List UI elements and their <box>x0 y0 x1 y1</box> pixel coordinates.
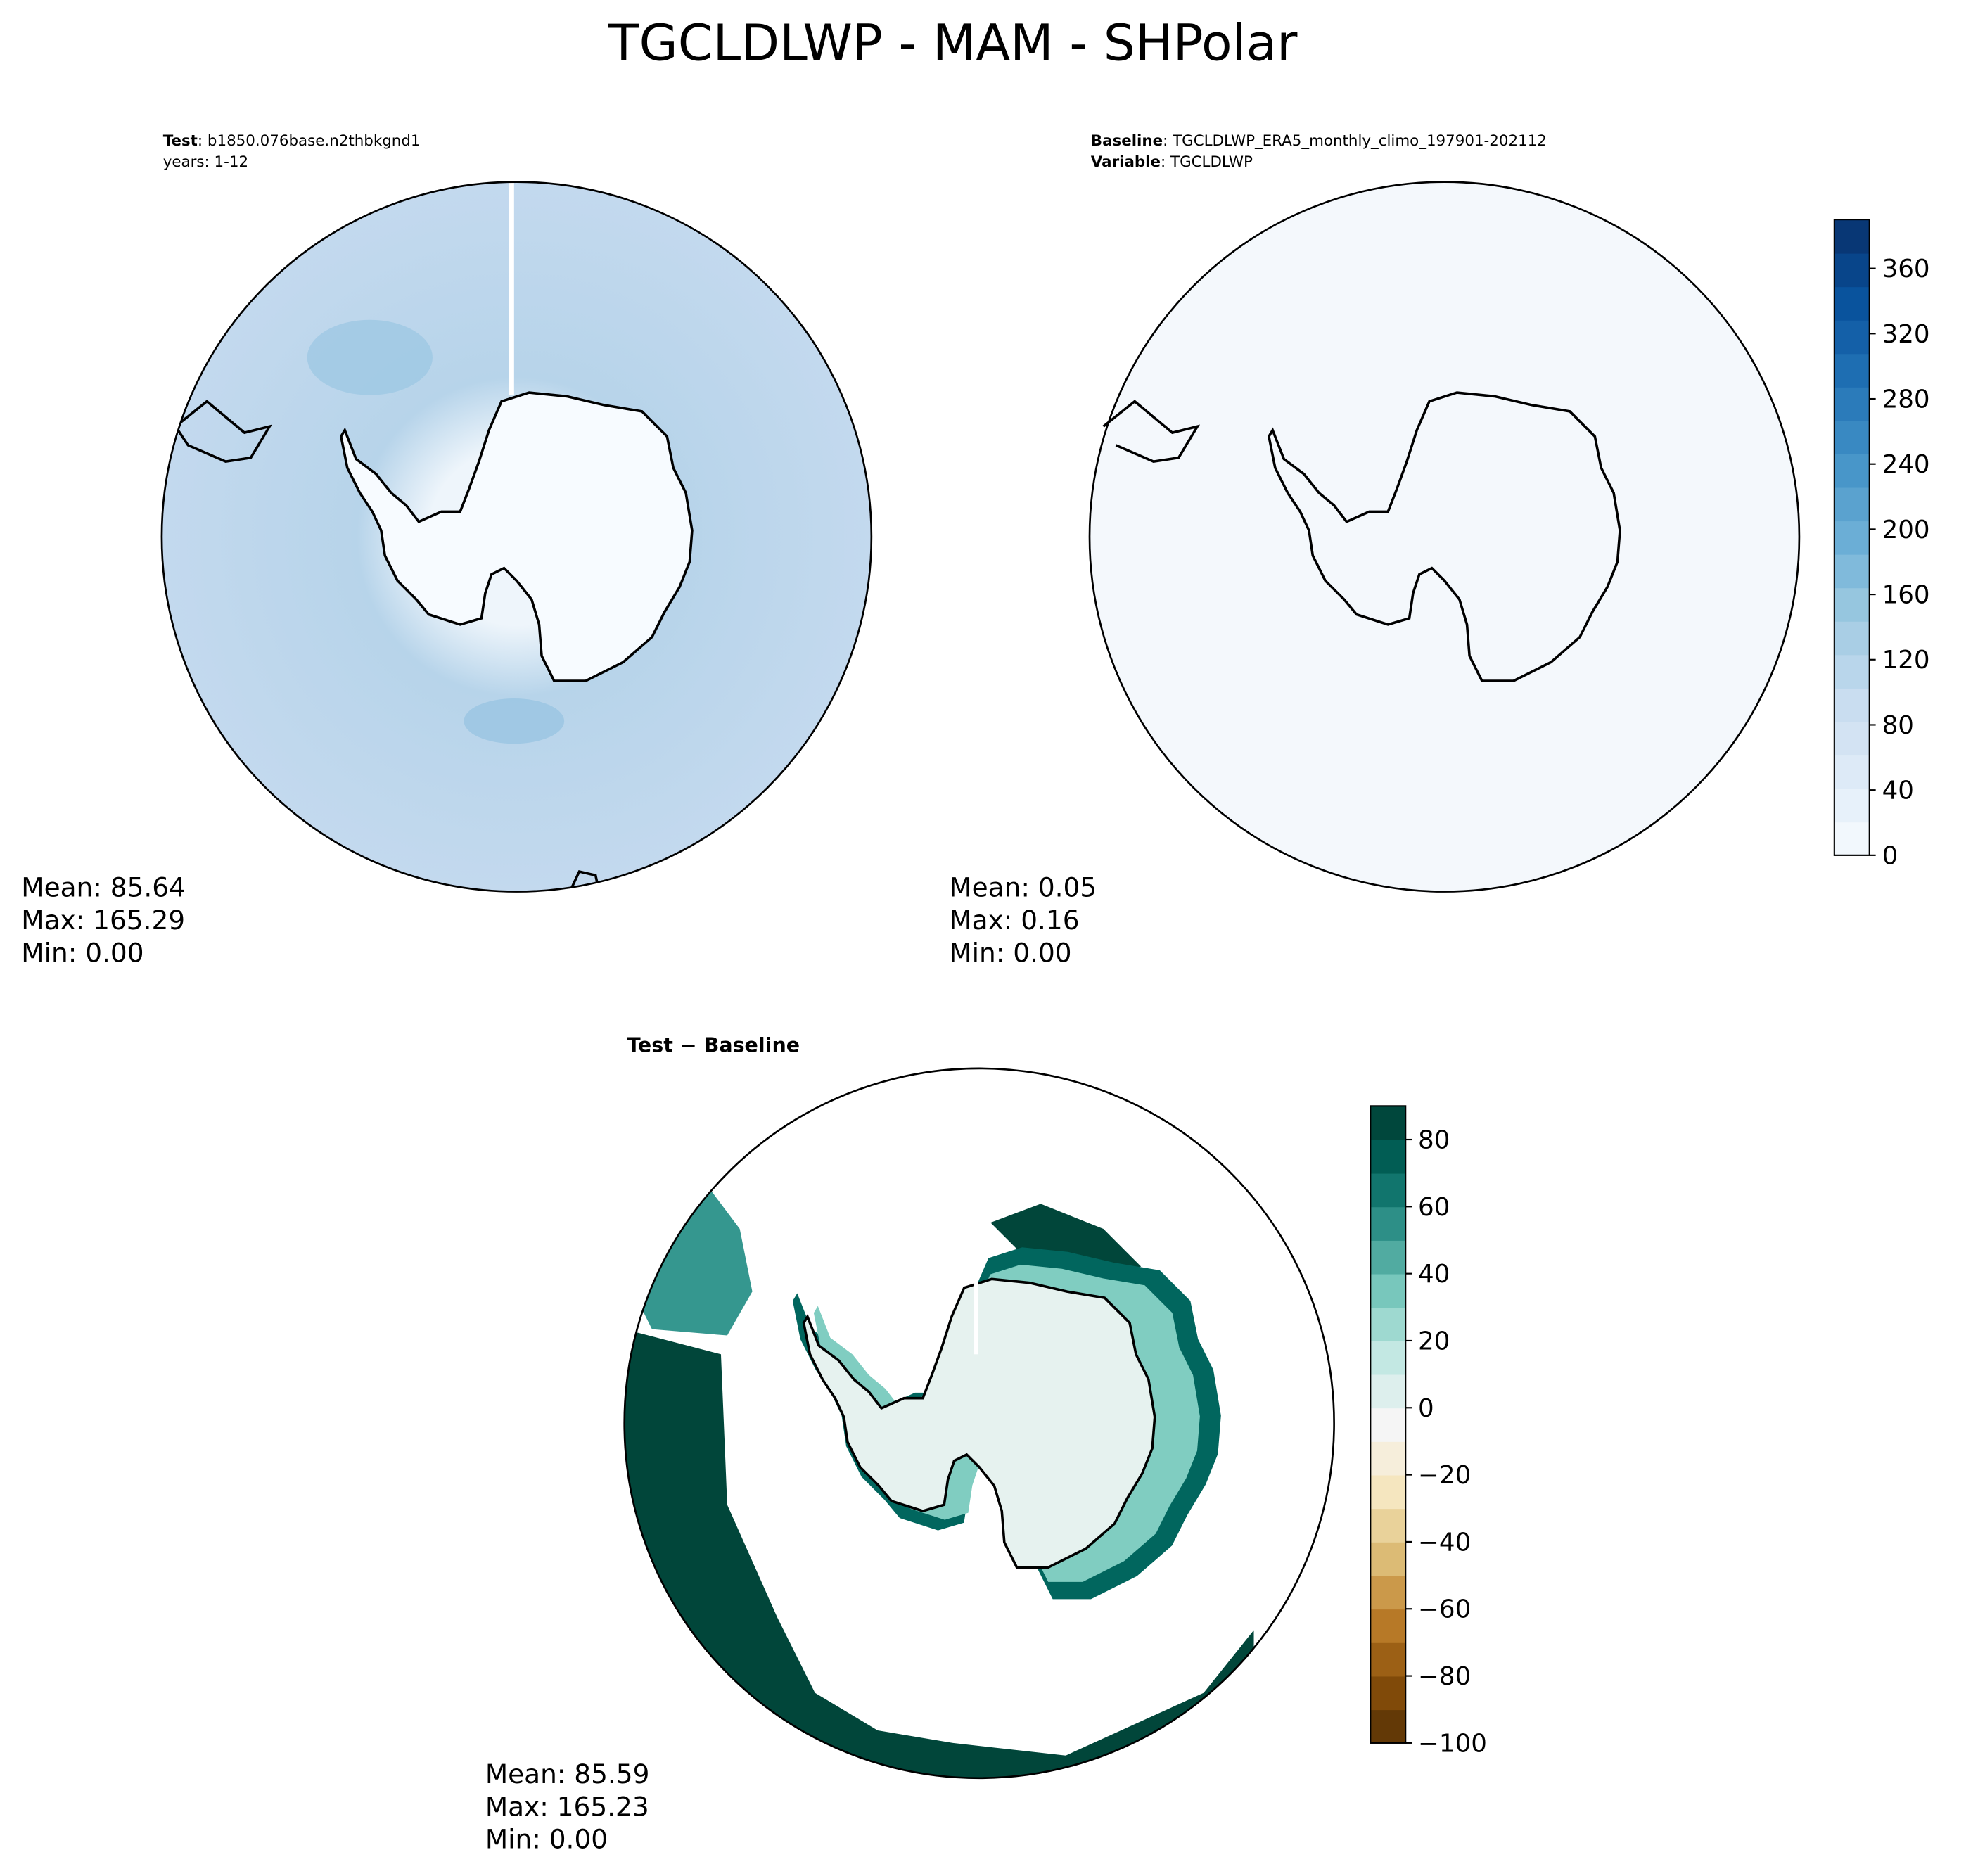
colorbar-band <box>1834 454 1870 488</box>
colorbar-band <box>1370 1307 1406 1341</box>
colorbar-band <box>1834 386 1870 421</box>
colorbar-band <box>1834 822 1870 856</box>
header-key: Variable <box>1091 153 1161 171</box>
colorbar-band <box>1370 1609 1406 1643</box>
field-region <box>627 1178 753 1336</box>
colorbar-band <box>1834 620 1870 656</box>
colorbar-band <box>1370 1106 1406 1140</box>
colorbar-band <box>1370 1206 1406 1241</box>
map <box>161 181 872 892</box>
colorbar-band <box>1834 521 1870 555</box>
map-frame <box>160 181 873 893</box>
colorbar-band <box>1370 1140 1406 1174</box>
colorbar-band <box>1834 487 1870 522</box>
colorbar-band <box>1834 253 1870 288</box>
colorbar-band <box>1370 1676 1406 1711</box>
colorbar-tick-label: 40 <box>1418 1260 1450 1289</box>
colorbar-frame <box>1833 219 1870 856</box>
colorbar-tick-label: −20 <box>1418 1461 1471 1490</box>
colorbar-tick-label: 240 <box>1882 450 1930 479</box>
colorbar-tick-label: 0 <box>1418 1394 1434 1423</box>
stat: Min: 0.00 <box>485 1824 608 1855</box>
map-frame <box>1088 181 1801 893</box>
stat: Max: 165.23 <box>485 1791 649 1822</box>
colorbar-band <box>1370 1441 1406 1476</box>
colorbar-band <box>1834 353 1870 388</box>
colorbar-tick-label: 0 <box>1882 841 1898 870</box>
stat: Mean: 85.64 <box>21 872 186 903</box>
colorbar-band <box>1370 1474 1406 1510</box>
colorbar-band <box>1370 1709 1406 1744</box>
colorbar-band <box>1834 688 1870 722</box>
colorbar-tick-label: 160 <box>1882 581 1930 610</box>
panel-header: Test: b1850.076base.n2thbkgnd1 <box>163 132 421 150</box>
colorbar-band <box>1370 1374 1406 1409</box>
colorbar-tick-label: 80 <box>1418 1125 1450 1154</box>
colorbar-band <box>1370 1273 1406 1308</box>
stat: Max: 0.16 <box>949 905 1079 936</box>
colorbar-tick-label: 320 <box>1882 320 1930 349</box>
field-blob <box>464 698 565 744</box>
coastline <box>1102 400 1201 463</box>
figure-title: TGCLDLWP - MAM - SHPolar <box>608 14 1298 72</box>
stat: Min: 0.00 <box>21 937 143 968</box>
colorbar-tick-label: 40 <box>1882 777 1914 805</box>
colorbar-tick-label: −40 <box>1418 1528 1471 1557</box>
colorbar-band <box>1370 1642 1406 1677</box>
colorbar-band <box>1370 1340 1406 1375</box>
header-key: Test <box>163 132 198 150</box>
colorbar-tick-label: 20 <box>1418 1327 1450 1355</box>
colorbar-tick-label: 60 <box>1418 1193 1450 1222</box>
panel-header: Baseline: TGCLDLWP_ERA5_monthly_climo_19… <box>1091 132 1547 150</box>
stat: Max: 165.29 <box>21 905 185 936</box>
colorbar-tick-label: 120 <box>1882 646 1930 675</box>
map-frame <box>623 1067 1335 1780</box>
colorbar-tick-label: −100 <box>1418 1729 1487 1758</box>
colorbar-tick-label: 200 <box>1882 516 1930 544</box>
colorbar-band <box>1370 1508 1406 1543</box>
panel-header: years: 1-12 <box>163 153 248 171</box>
map <box>624 1068 1334 1778</box>
colorbar-band <box>1834 319 1870 355</box>
colorbar-band <box>1834 654 1870 689</box>
field-region <box>624 1329 1254 1778</box>
stat: Min: 0.00 <box>949 937 1071 968</box>
colorbar-band <box>1834 554 1870 589</box>
colorbar-band <box>1834 755 1870 789</box>
stat: Mean: 0.05 <box>949 872 1097 903</box>
coastline <box>568 869 601 892</box>
colorbar-band <box>1370 1239 1406 1275</box>
colorbar-band <box>1834 286 1870 321</box>
panel-title: Test − Baseline <box>627 1034 800 1057</box>
colorbar-tick-label: −60 <box>1418 1595 1471 1624</box>
panel-header: Variable: TGCLDLWP <box>1091 153 1253 171</box>
stat: Mean: 85.59 <box>485 1759 650 1789</box>
colorbar-band <box>1834 219 1870 254</box>
header-value: : b1850.076base.n2thbkgnd1 <box>198 132 421 150</box>
colorbar-band <box>1834 420 1870 454</box>
colorbar-tick-label: 280 <box>1882 385 1930 414</box>
field-seam <box>509 181 514 395</box>
header-value: : TGCLDLWP <box>1161 153 1253 171</box>
header-value: : TGCLDLWP_ERA5_monthly_climo_197901-202… <box>1163 132 1547 150</box>
coastline <box>174 400 272 463</box>
colorbar-band <box>1834 721 1870 756</box>
colorbar-band <box>1370 1173 1406 1208</box>
colorbar-band <box>1834 587 1870 622</box>
colorbar-frame <box>1370 1105 1407 1744</box>
colorbar-band <box>1370 1575 1406 1610</box>
colorbar-tick-label: −80 <box>1418 1662 1471 1691</box>
field-seam <box>974 1253 978 1355</box>
field-blob <box>307 319 433 395</box>
colorbar-band <box>1370 1408 1406 1442</box>
colorbar-tick-label: 80 <box>1882 711 1914 740</box>
colorbar-band <box>1834 788 1870 823</box>
colorbar-tick-label: 360 <box>1882 255 1930 283</box>
header-key: Baseline <box>1091 132 1163 150</box>
colorbar-band <box>1370 1541 1406 1576</box>
